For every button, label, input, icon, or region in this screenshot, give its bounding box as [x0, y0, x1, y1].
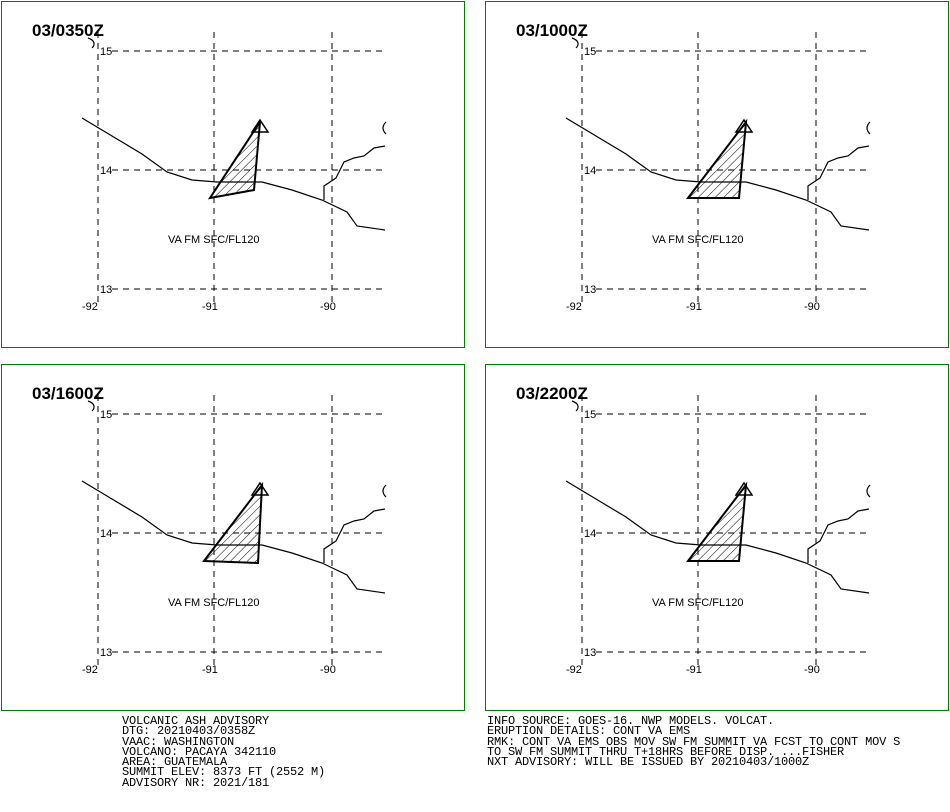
ash-cloud-area — [207, 121, 261, 200]
ash-cloud-label: VA FM SFC/FL120 — [168, 234, 260, 246]
forecast-time: 03/0350Z — [32, 21, 104, 40]
latitude-label: 14 — [584, 165, 596, 177]
latitude-label: 13 — [100, 284, 112, 296]
forecast-time: 03/2200Z — [516, 384, 588, 403]
country-border — [323, 145, 386, 200]
coastline-fragment — [382, 484, 387, 498]
country-border — [323, 508, 386, 563]
country-border — [807, 508, 870, 563]
longitude-label: -92 — [566, 301, 582, 313]
map-panel-1: 15 14 13 -92 -91 -90 03/0350Z VA FM SFC/FL120 — [1, 1, 465, 348]
advisory-header-line: DTG: 20210403/0358Z — [122, 724, 256, 739]
advisory-header-line: VOLCANIC ASH ADVISORY — [122, 714, 270, 728]
advisory-header-text: VOLCANIC ASH ADVISORY DTG: 20210403/0358Z… — [122, 714, 326, 790]
coastline-fragment — [571, 37, 579, 49]
map-canvas: 15 14 13-92 -91 -90 03/0350Z VA FM SFC/FL120 — [32, 21, 387, 313]
coastline-fragment — [571, 400, 579, 412]
triangle-volcano-icon — [250, 118, 270, 133]
advisory-detail-line: RMK: CONT VA EMS OBS MOV SW FM SUMMIT VA… — [487, 734, 901, 749]
map-canvas: 15 14 13-92 -91 -90 03/2200Z VA FM SFC/FL120 — [516, 384, 871, 676]
longitude-label: -90 — [804, 664, 820, 676]
map-canvas: 15 14 13-92 -91 -90 03/1000Z VA FM SFC/FL120 — [516, 21, 871, 313]
advisory-detail-line: INFO SOURCE: GOES-16. NWP MODELS. VOLCAT… — [487, 714, 775, 728]
forecast-time: 03/1000Z — [516, 21, 588, 40]
longitude-label: -92 — [82, 301, 98, 313]
ash-cloud-area — [685, 118, 748, 199]
map-canvas: 15 14 13-92 -91 -90 03/1600Z VA FM SFC/FL120 — [32, 384, 387, 676]
latitude-label: 13 — [100, 647, 112, 659]
map-panel-4: 15 14 13 -92 -91 -90 03/2200Z VA FM SFC/FL120 — [485, 364, 949, 711]
longitude-label: -92 — [82, 664, 98, 676]
triangle-volcano-icon — [734, 481, 754, 496]
latitude-label: 14 — [100, 528, 112, 540]
map-panel-2: 15 14 13 -92 -91 -90 03/1000Z VA FM SFC/FL120 — [485, 1, 949, 348]
advisory-detail-line: NXT ADVISORY: WILL BE ISSUED BY 20210403… — [487, 755, 810, 770]
coastline-fragment — [87, 400, 95, 412]
latitude-label: 13 — [584, 284, 596, 296]
advisory-header-line: ADVISORY NR: 2021/181 — [122, 775, 270, 790]
ash-cloud-area — [202, 481, 264, 565]
longitude-label: -91 — [202, 301, 218, 313]
longitude-label: -91 — [686, 664, 702, 676]
advisory-detail-line: ERUPTION DETAILS: CONT VA EMS — [487, 724, 691, 739]
advisory-header-line: SUMMIT ELEV: 8373 FT (2552 M) — [122, 765, 326, 780]
forecast-time: 03/1600Z — [32, 384, 104, 403]
latitude-label: 13 — [584, 647, 596, 659]
advisory-detail-line: TO SW FM SUMMIT THRU T+18HRS BEFORE DISP… — [487, 744, 845, 759]
coastline-fragment — [866, 121, 871, 135]
latitude-label: 15 — [100, 409, 112, 421]
triangle-volcano-icon — [250, 481, 270, 496]
longitude-label: -90 — [320, 664, 336, 676]
coastline-fragment — [87, 37, 95, 49]
ash-cloud-label: VA FM SFC/FL120 — [652, 234, 744, 246]
ash-cloud-label: VA FM SFC/FL120 — [168, 597, 260, 609]
longitude-label: -91 — [686, 301, 702, 313]
latitude-label: 15 — [584, 409, 596, 421]
ash-cloud-label: VA FM SFC/FL120 — [652, 597, 744, 609]
latitude-label: 15 — [100, 46, 112, 58]
longitude-label: -91 — [202, 664, 218, 676]
latitude-label: 14 — [100, 165, 112, 177]
map-panel-3: 15 14 13 -92 -91 -90 03/1600Z VA FM SFC/FL120 — [1, 364, 465, 711]
country-border — [807, 145, 870, 200]
ash-cloud-area — [685, 481, 748, 562]
advisory-header-line: VOLCANO: PACAYA 342110 — [122, 744, 277, 759]
latitude-label: 14 — [584, 528, 596, 540]
advisory-header-line: AREA: GUATEMALA — [122, 755, 228, 770]
coastline-fragment — [382, 121, 387, 135]
longitude-label: -92 — [566, 664, 582, 676]
latitude-label: 15 — [584, 46, 596, 58]
advisory-details-text: INFO SOURCE: GOES-16. NWP MODELS. VOLCAT… — [487, 714, 901, 770]
triangle-volcano-icon — [734, 118, 754, 133]
longitude-label: -90 — [804, 301, 820, 313]
advisory-header-line: VAAC: WASHINGTON — [122, 734, 235, 749]
longitude-label: -90 — [320, 301, 336, 313]
coastline-fragment — [866, 484, 871, 498]
